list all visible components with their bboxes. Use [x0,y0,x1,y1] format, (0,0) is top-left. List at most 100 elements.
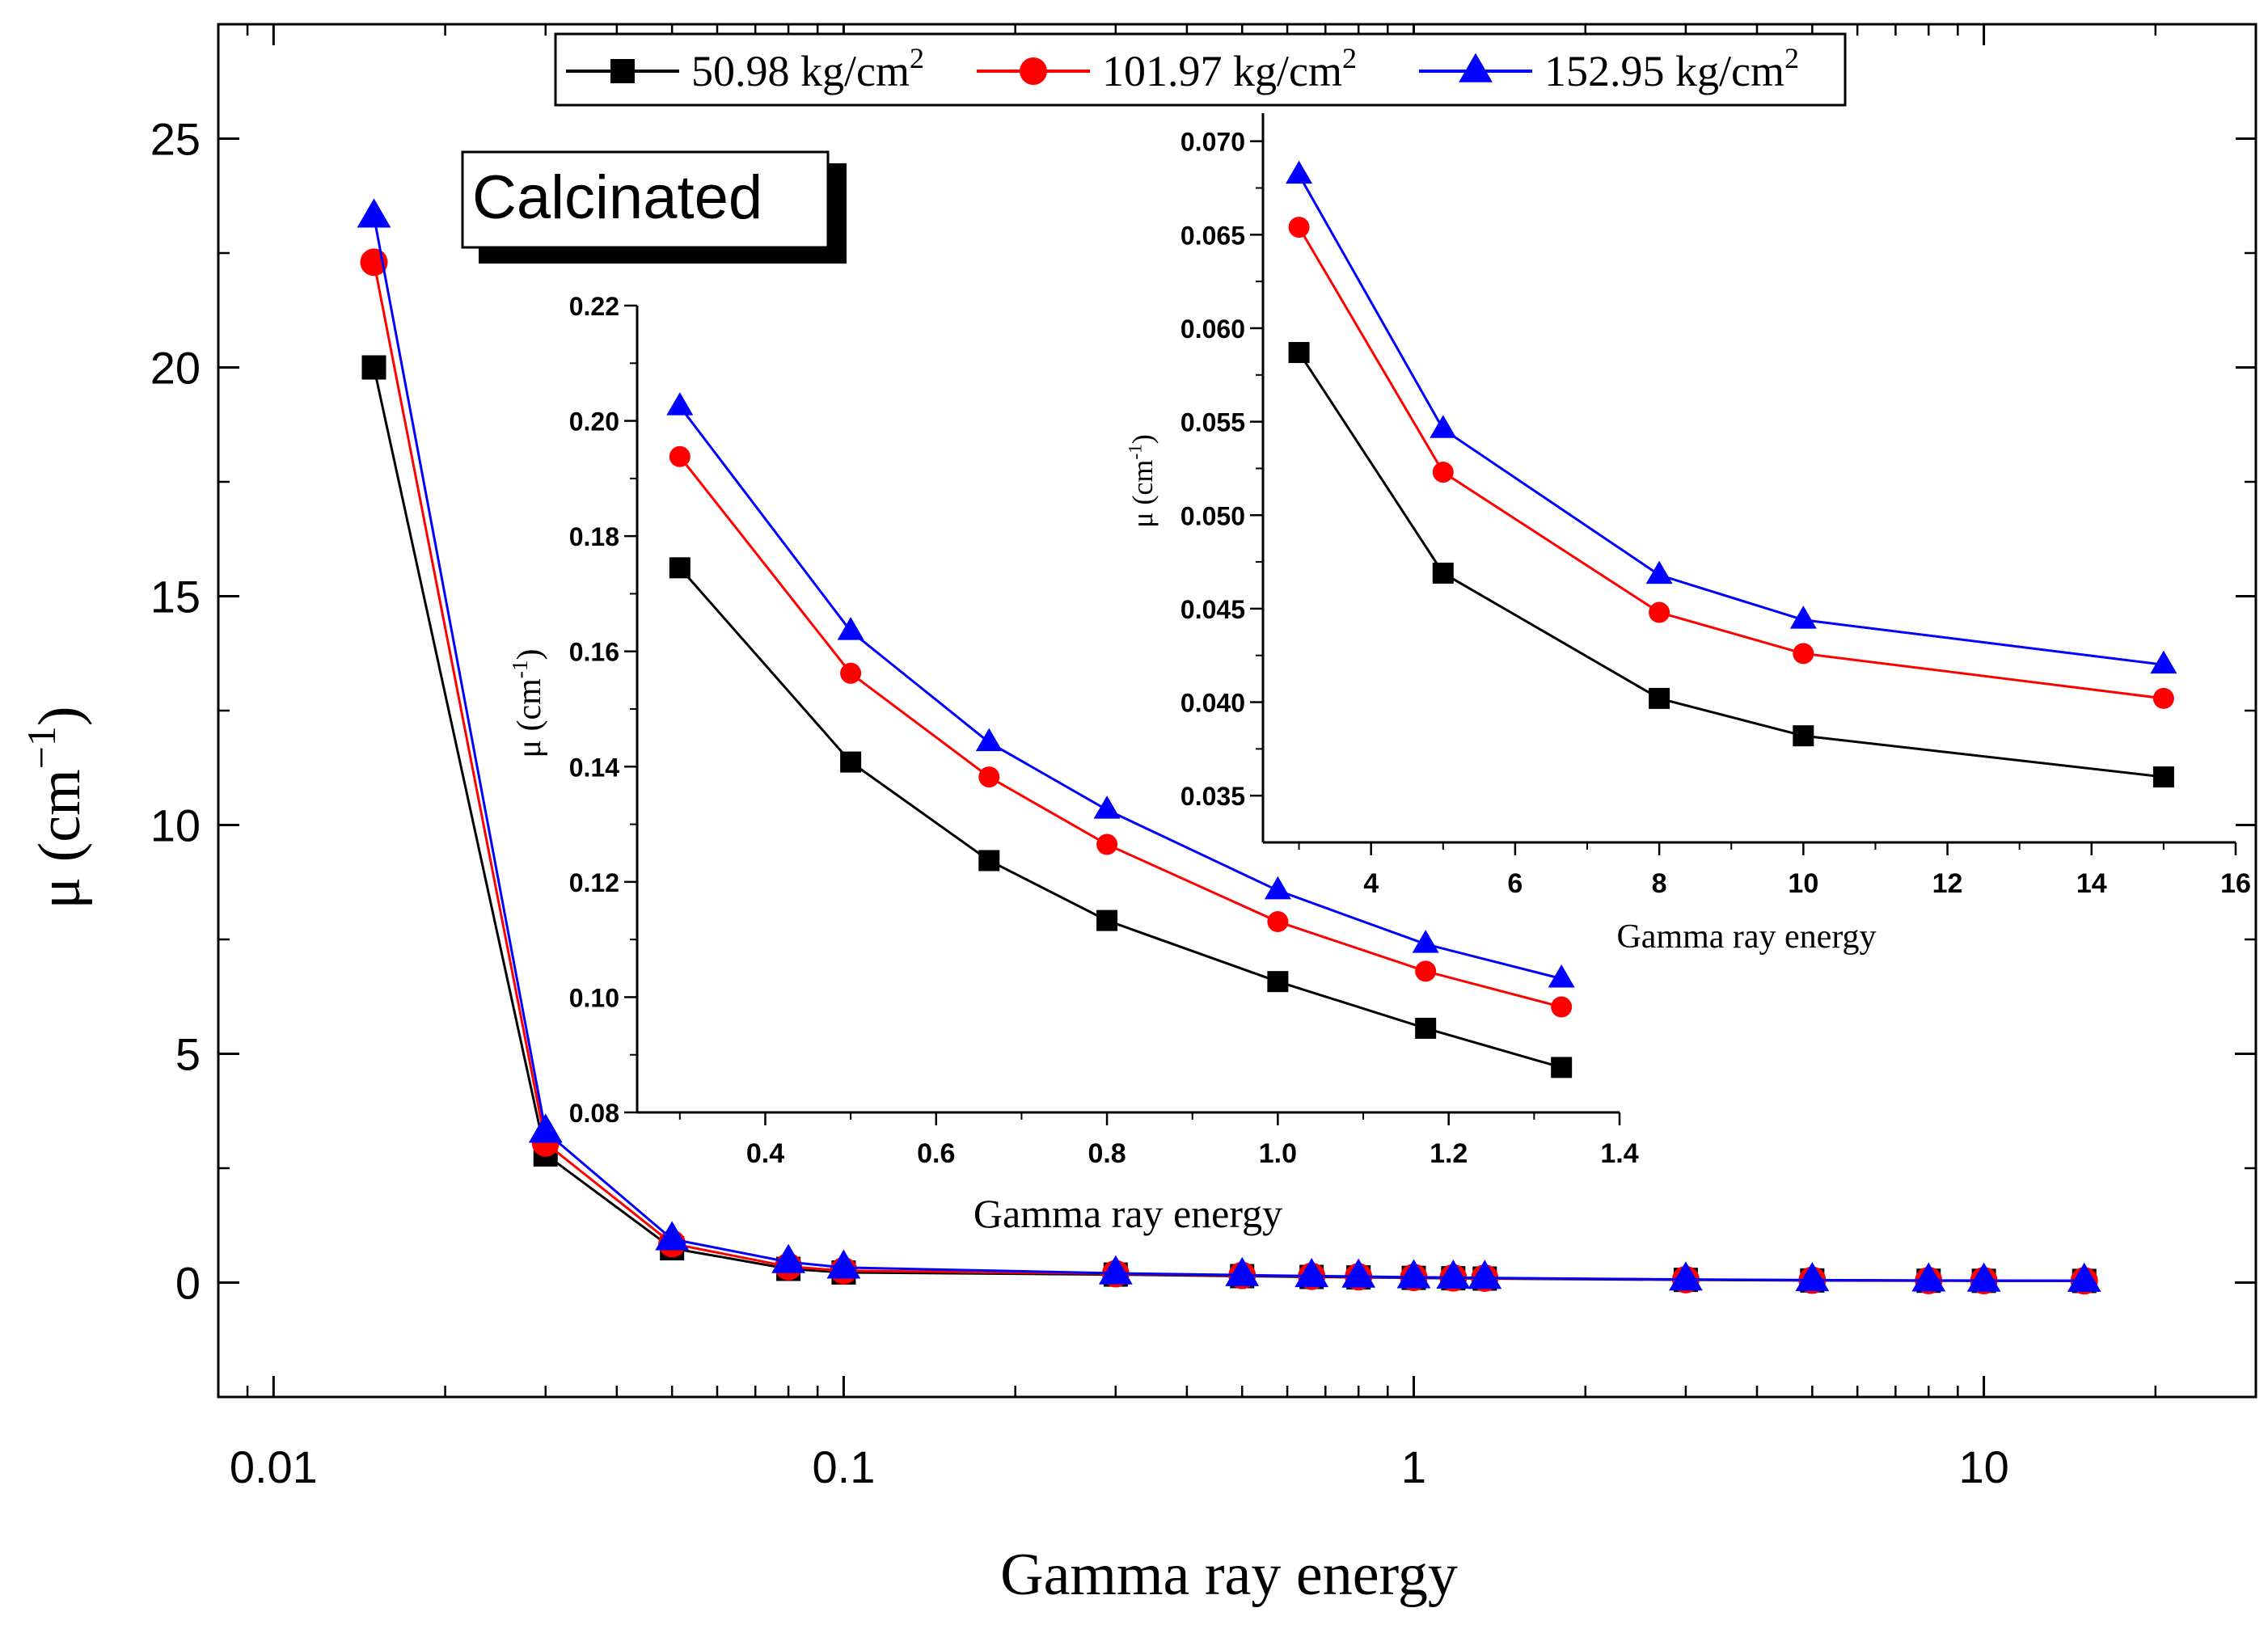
inset1-y-tick-label: 0.14 [569,753,619,782]
inset2-x-tick-label: 4 [1363,868,1379,899]
inset2-y-axis-label-sup: -1 [1125,444,1146,460]
inset1-x-tick-label: 1.0 [1259,1138,1297,1169]
main-x-tick-label: 10 [1958,1441,2008,1492]
main-x-tick-label: 0.01 [230,1441,318,1492]
main-title: Calcinated [472,163,762,232]
inset2-chart: 4 6 8 10 12 14 16 0.035 0.040 0.045 0.050 0.055 0.06… [1125,113,2251,956]
inset2-y-tick-label: 0.050 [1180,501,1245,530]
inset2-y-axis-label: μ (cm-1) [1125,434,1159,528]
inset2-y-axis-label-text: μ (cm [1126,460,1159,528]
legend-marker-1 [1020,57,1047,85]
inset1-y-axis-label-end: ) [511,648,548,660]
inset2-x-tick-label: 6 [1507,868,1523,899]
inset1-series-2-point [837,617,864,640]
main-series-2-point [1911,1262,1946,1292]
legend-label-sup-1: 2 [1342,42,1357,74]
inset2-series-1 [1288,217,2174,709]
inset1-series-1-point [1096,833,1118,855]
main-series-2-point [528,1113,563,1143]
inset1-y-axis-label-sup: -1 [508,660,532,678]
inset2-series-2-point [1645,560,1673,584]
inset2-series-2 [1286,160,2177,674]
main-y-axis-label-sup: −1 [19,726,64,769]
inset2-series-0-point [1793,725,1814,747]
inset2-series-0 [1288,342,2174,788]
inset1-series-0-point [1551,1057,1573,1078]
main-series-2-point [1294,1257,1329,1288]
inset2-series-1-point [2152,687,2174,709]
inset2-y-axis-label-end: ) [1126,434,1159,444]
main-series-0-point [361,355,386,380]
main-series-2-point [771,1243,805,1273]
inset2-x-tick-label: 14 [2076,868,2107,899]
inset2-y-tick-label: 0.070 [1180,128,1245,157]
main-x-tick-label: 1 [1401,1441,1426,1492]
inset1-series-0-point [978,850,1000,871]
inset1-series-0 [669,557,1573,1078]
inset2-series-0-point [1432,562,1454,584]
inset1-series-2-point [1412,930,1439,953]
inset1-y-axis-label-text: μ (cm [511,678,548,758]
inset2-series-2-point [1430,415,1457,438]
legend: 50.98 kg/cm2 101.97 kg/cm2 152.95 kg/cm2 [554,32,1847,107]
inset1-series-1-point [1267,911,1289,933]
inset1-y-tick-label: 0.12 [569,868,619,897]
main-series-2-point [1669,1261,1703,1291]
inset2-x-tick-label: 12 [1932,868,1963,899]
inset1-series-0-point [1267,971,1289,993]
main-title-box: Calcinated [461,150,847,264]
main-series-2-point [1396,1259,1431,1289]
main-y-axis-label-end: ) [27,706,93,726]
inset1-x-tick-label: 0.6 [917,1138,955,1169]
main-x-axis-label: Gamma ray energy [1000,1542,1458,1608]
inset2-y-tick-label: 0.035 [1180,782,1245,811]
inset1-x-tick-label: 1.4 [1600,1138,1638,1169]
inset2-background [1263,113,2236,842]
main-series-2-point [655,1221,690,1251]
main-series-2-point [1468,1260,1502,1289]
main-y-tick-label: 20 [150,343,201,394]
main-series-2-point [1436,1259,1471,1289]
inset2-x-tick-label: 16 [2220,868,2251,899]
inset2-y-tick-label: 0.045 [1180,595,1245,624]
inset1-y-tick-label: 0.10 [569,983,619,1012]
main-x-tick-label: 0.1 [812,1441,875,1492]
inset1-y-tick-label: 0.22 [569,292,619,321]
inset2-series-0-point [2152,766,2174,788]
main-series-2 [357,198,2101,1292]
inset2-series-1-point [1793,643,1814,665]
inset2-x-tick-label: 8 [1652,868,1667,899]
legend-frame [554,32,1847,107]
legend-label-1: 101.97 kg/cm2 [1102,42,1357,95]
inset1-series-2-point [1264,876,1291,900]
inset1-y-tick-label: 0.16 [569,638,619,667]
legend-label-sup-0: 2 [910,42,924,74]
inset1-series-2-point [1093,796,1121,819]
inset1-series-2-point [1548,964,1575,988]
inset2-y-tick-label: 0.055 [1180,408,1245,437]
inset1-x-axis-label: Gamma ray energy [974,1191,1282,1236]
inset1-series-1-point [1551,996,1573,1018]
main-y-axis-label: μ (cm−1) [19,706,93,909]
main-y-tick-label: 25 [150,114,201,165]
main-title-frame [461,150,830,249]
main-y-tick-label: 15 [150,572,201,622]
inset1-series-0-point [669,557,691,579]
inset1-series-1 [669,445,1573,1018]
inset2-series-0-point [1649,687,1670,709]
inset2-series-1-point [1649,601,1670,623]
main-chart: 0.01 0.1 1 10 0 5 10 15 20 25 Gamma ray energy μ (c… [19,23,2257,1608]
legend-marker-2 [1459,53,1493,82]
inset1-series-1-point [978,766,1000,788]
legend-marker-0 [610,59,635,83]
main-series-2-point [357,198,391,228]
inset1-y-tick-label: 0.18 [569,522,619,551]
main-series-2-point [1966,1262,2001,1292]
legend-label-text-2: 152.95 kg/cm [1544,47,1784,95]
inset1-series-0-point [840,751,862,773]
inset2-series-1-point [1288,217,1310,238]
inset1-series-2 [666,392,1575,988]
main-series-2-point [1098,1255,1133,1285]
main-y-tick-label: 5 [175,1029,201,1080]
